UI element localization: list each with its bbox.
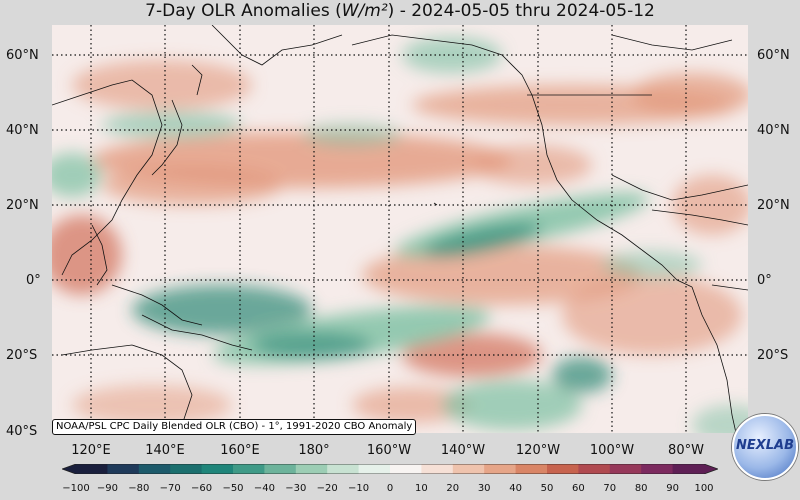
title-unit: W/m²	[341, 1, 388, 21]
colorbar-cell	[578, 464, 611, 474]
colorbar-tick-label: 100	[694, 483, 714, 494]
lat-label-20n-left: 20°N	[6, 198, 39, 213]
colorbar-tick-label: 80	[634, 483, 648, 494]
colorbar-tick-label: 50	[540, 483, 554, 494]
colorbar-cell	[452, 464, 485, 474]
lat-label-60n-right: 60°N	[757, 48, 790, 63]
colorbar-cell	[358, 464, 391, 474]
lat-label-40n-right: 40°N	[757, 123, 790, 138]
lon-label-160w: 160°W	[366, 443, 412, 458]
colorbar-cell	[547, 464, 579, 474]
colorbar-cell	[264, 464, 297, 474]
colorbar-tick-label: −100	[62, 483, 90, 494]
colorbar-tick-label: −20	[316, 483, 338, 494]
data-source-credit: NOAA/PSL CPC Daily Blended OLR (CBO) - 1…	[52, 419, 417, 435]
lon-label-180: 180°	[298, 443, 330, 458]
colorbar-cell	[107, 464, 140, 474]
lon-label-80w: 80°W	[668, 443, 704, 458]
colorbar-tick-label: 70	[603, 483, 617, 494]
colorbar-cell	[484, 464, 517, 474]
colorbar-tick-label: 0	[386, 483, 394, 494]
title-prefix: 7-Day OLR Anomalies (	[145, 1, 342, 21]
lat-label-60n-left: 60°N	[6, 48, 39, 63]
colorbar-cell	[390, 464, 422, 474]
colorbar	[62, 464, 718, 474]
title-suffix: ) - 2024-05-05 thru 2024-05-12	[387, 1, 655, 21]
colorbar-tick-label: −30	[285, 483, 307, 494]
anomaly-blobs	[52, 37, 748, 433]
colorbar-cell	[421, 464, 454, 474]
colorbar-tick-label: 10	[415, 483, 428, 494]
colorbar-cell	[295, 464, 328, 474]
colorbar-tick-label: −50	[222, 483, 244, 494]
lon-label-140e: 140°E	[145, 443, 185, 458]
lon-label-120e: 120°E	[71, 443, 111, 458]
colorbar-extend-low	[62, 464, 76, 474]
nexlab-logo[interactable]: NEXLAB	[732, 414, 798, 480]
colorbar-cell	[641, 464, 674, 474]
colorbar-cell	[76, 464, 108, 474]
colorbar-cells	[62, 464, 718, 474]
colorbar-cell	[327, 464, 360, 474]
lat-label-0-right: 0°	[757, 273, 772, 288]
colorbar-tick-label: −60	[191, 483, 213, 494]
colorbar-cell	[201, 464, 234, 474]
colorbar-tick-label: 40	[509, 483, 522, 494]
colorbar-tick-label: −70	[159, 483, 181, 494]
logo-text: NEXLAB	[735, 438, 795, 453]
colorbar-tick-label: −10	[348, 483, 370, 494]
graticule	[52, 25, 748, 433]
lon-label-100w: 100°W	[589, 443, 635, 458]
colorbar-tick-label: −90	[96, 483, 118, 494]
colorbar-tick-label: 30	[477, 483, 491, 494]
lat-label-40s-left: 40°S	[6, 424, 38, 439]
colorbar-tick-label: −40	[253, 483, 275, 494]
colorbar-cell	[672, 464, 705, 474]
colorbar-tick-label: 90	[666, 483, 679, 494]
lat-label-20n-right: 20°N	[757, 198, 790, 213]
colorbar-cell	[609, 464, 642, 474]
colorbar-tick-label: 20	[446, 483, 460, 494]
map-title: 7-Day OLR Anomalies (W/m²) - 2024-05-05 …	[0, 0, 800, 24]
anomaly-field	[52, 25, 748, 433]
colorbar-cell	[138, 464, 171, 474]
colorbar-tick-label: −80	[128, 483, 150, 494]
colorbar-cell	[515, 464, 548, 474]
lon-label-120w: 120°W	[515, 443, 561, 458]
lon-label-140w: 140°W	[440, 443, 486, 458]
olr-anomaly-map	[52, 25, 748, 433]
colorbar-cell	[233, 464, 265, 474]
colorbar-extend-high	[704, 464, 718, 474]
lon-label-160e: 160°E	[220, 443, 260, 458]
colorbar-tick-label: 60	[572, 483, 585, 494]
lat-label-0-left: 0°	[26, 273, 41, 288]
lat-label-20s-right: 20°S	[757, 348, 789, 363]
lat-label-40n-left: 40°N	[6, 123, 39, 138]
colorbar-cell	[170, 464, 203, 474]
lat-label-20s-left: 20°S	[6, 348, 38, 363]
coastlines	[52, 25, 748, 433]
